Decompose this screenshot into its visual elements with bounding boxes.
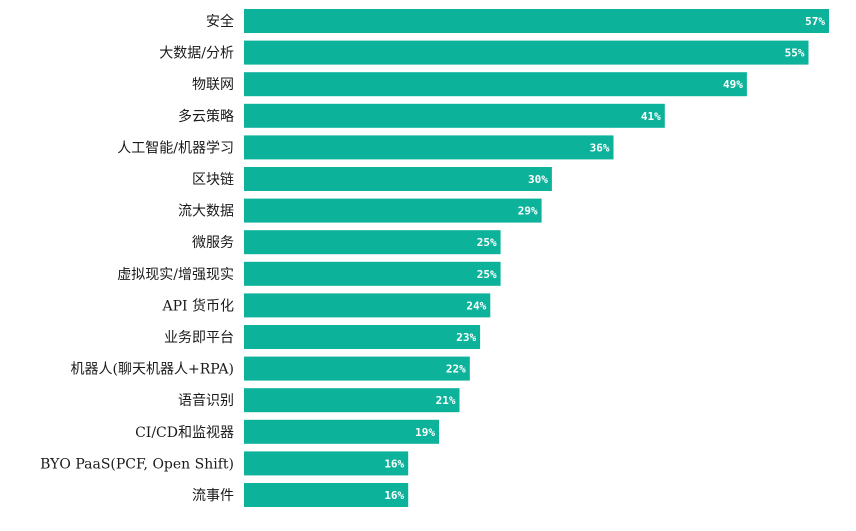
value-label: 57% (805, 15, 825, 28)
bar (244, 483, 409, 507)
category-label: BYO PaaS(PCF, Open Shift) (40, 456, 234, 472)
value-label: 25% (477, 236, 497, 249)
value-label: 55% (785, 47, 805, 60)
category-label: 业务即平台 (164, 330, 234, 346)
category-label: 虚拟现实/增强现实 (117, 267, 234, 283)
value-label: 21% (436, 394, 456, 407)
category-label: 流事件 (192, 488, 234, 504)
bar (244, 325, 481, 349)
category-label: 大数据/分析 (159, 46, 234, 62)
value-label: 29% (518, 205, 538, 218)
value-label: 30% (528, 173, 548, 186)
category-label: 语音识别 (178, 392, 234, 409)
bars-layer (244, 9, 829, 507)
value-label: 25% (477, 268, 497, 281)
bar (244, 388, 460, 413)
category-label: 机器人(聊天机器人+RPA) (71, 362, 234, 378)
value-labels-layer: 57% 55% 49% 41% 36% 30% 29% 25% 25% 24% 23% 22% 21% 1… (384, 15, 825, 502)
category-label: CI/CD和监视器 (135, 425, 234, 441)
value-label: 36% (590, 141, 610, 154)
value-label: 24% (466, 299, 486, 312)
value-label: 22% (446, 363, 466, 376)
value-label: 16% (384, 489, 404, 502)
category-label: 人工智能/机器学习 (117, 140, 234, 156)
bar (244, 40, 809, 65)
value-label: 16% (384, 457, 404, 470)
bar (244, 103, 665, 128)
category-label: 安全 (206, 13, 234, 30)
value-label: 19% (415, 426, 435, 439)
category-labels-layer: 安全大数据/分析物联网多云策略人工智能/机器学习区块链流大数据微服务虚拟现实/增… (40, 13, 234, 504)
value-label: 23% (456, 331, 476, 344)
bar (244, 293, 491, 318)
bar (244, 72, 747, 97)
category-label: 微服务 (192, 235, 234, 251)
category-label: 流大数据 (178, 204, 234, 220)
bar (244, 451, 409, 476)
category-label: API 货币化 (161, 297, 234, 314)
category-label: 区块链 (192, 172, 234, 188)
bar (244, 261, 501, 286)
value-label: 49% (723, 78, 743, 91)
bar (244, 419, 439, 444)
value-label: 41% (641, 110, 661, 123)
category-label: 多云策略 (178, 108, 234, 125)
bar (244, 135, 614, 160)
bar (244, 167, 552, 191)
bar (244, 198, 542, 223)
category-label: 物联网 (192, 77, 234, 93)
bar (244, 230, 501, 255)
bar (244, 9, 829, 33)
bar (244, 356, 470, 381)
